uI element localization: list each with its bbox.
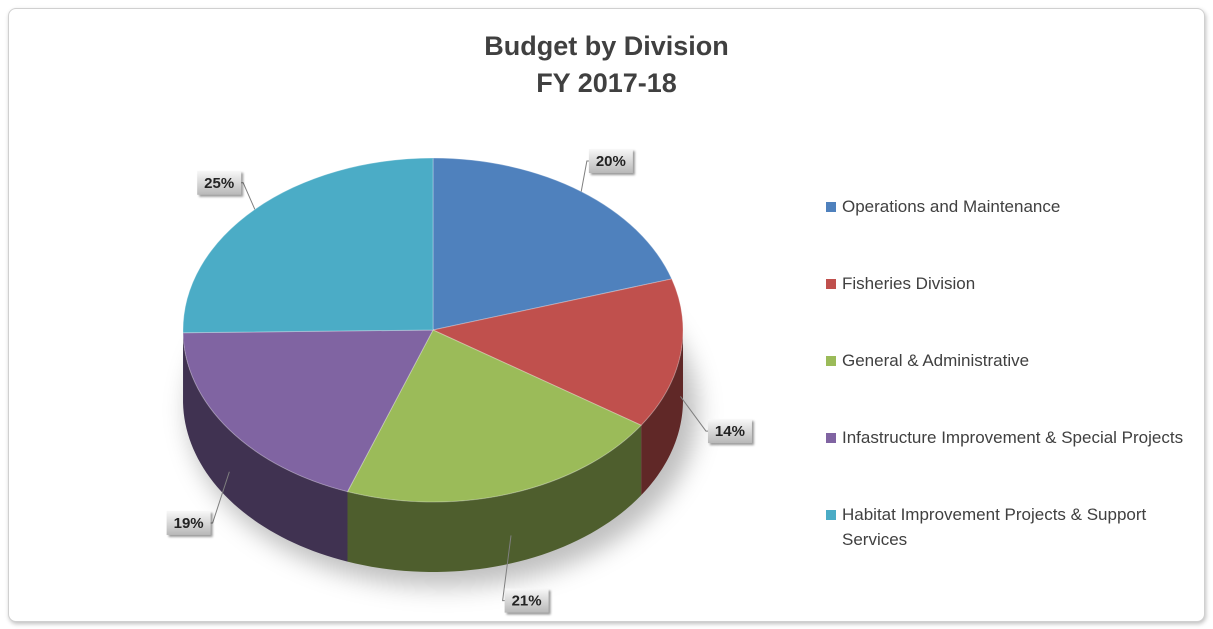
legend-swatch	[826, 202, 836, 212]
pie-slice	[182, 329, 434, 493]
legend-label: Infastructure Improvement & Special Proj…	[842, 428, 1184, 447]
legend-swatch	[826, 510, 836, 520]
data-label-box	[166, 510, 211, 535]
legend-label: Operations and Maintenance	[842, 197, 1061, 216]
data-label-box	[197, 170, 242, 195]
data-label: 25%	[204, 175, 234, 192]
data-label-box	[707, 419, 752, 444]
legend-swatch	[826, 279, 836, 289]
pie-slice	[432, 157, 673, 331]
data-label-box	[588, 149, 633, 174]
chart-title: Budget by Division FY 2017-18	[484, 31, 729, 98]
data-label: 19%	[174, 515, 204, 532]
legend-swatch	[826, 356, 836, 366]
pie-slice	[182, 157, 434, 334]
data-label: 20%	[596, 153, 626, 170]
legend-item: Operations and Maintenance	[826, 194, 1198, 219]
pie-side	[183, 332, 348, 562]
pie-side	[347, 425, 642, 572]
pie-side	[641, 330, 683, 496]
legend-label: Fisheries Division	[842, 274, 976, 293]
pie-slice	[346, 329, 642, 503]
legend-item: Infastructure Improvement & Special Proj…	[826, 425, 1198, 450]
legend-swatch	[826, 433, 836, 443]
legend-item: Fisheries Division	[826, 271, 1198, 296]
legend-item: Habitat Improvement Projects & Support S…	[826, 502, 1198, 552]
legend-item: General & Administrative	[826, 348, 1198, 373]
pie-slice	[431, 278, 684, 426]
data-label: 21%	[512, 593, 542, 610]
data-label-box	[504, 588, 549, 613]
data-label: 14%	[715, 423, 745, 440]
legend-label: General & Administrative	[842, 351, 1030, 370]
legend-label: Habitat Improvement Projects & Support S…	[842, 505, 1147, 549]
